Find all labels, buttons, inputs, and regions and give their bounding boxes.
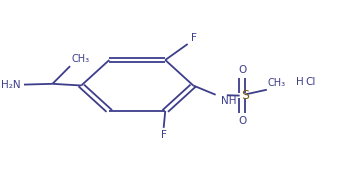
- Text: CH₃: CH₃: [72, 54, 90, 64]
- Text: H₂N: H₂N: [1, 80, 20, 90]
- Text: F: F: [191, 33, 197, 43]
- Text: S: S: [241, 89, 249, 102]
- Text: NH: NH: [221, 96, 236, 106]
- Text: CH₃: CH₃: [268, 78, 286, 88]
- Text: H: H: [296, 77, 304, 87]
- Text: Cl: Cl: [305, 77, 316, 87]
- Text: F: F: [161, 130, 167, 140]
- Text: O: O: [238, 116, 247, 126]
- Text: O: O: [238, 65, 247, 75]
